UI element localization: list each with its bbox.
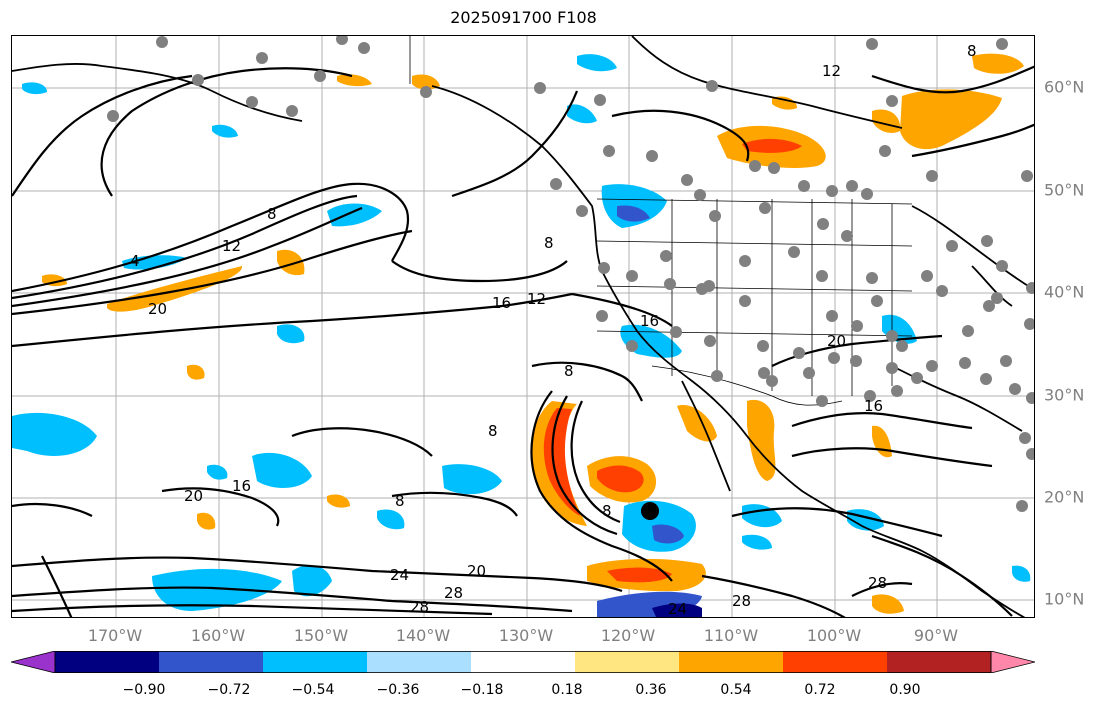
contour-label: 28 — [444, 584, 463, 602]
lon-label: 140°W — [395, 626, 451, 645]
colorbar-border — [54, 651, 992, 673]
contour-label: 8 — [488, 422, 498, 440]
colorbar-tick-label: 0.18 — [551, 682, 583, 698]
contour-label: 12 — [222, 237, 241, 255]
lon-label: 110°W — [703, 626, 759, 645]
lon-label: 160°W — [190, 626, 246, 645]
colorbar-segment — [679, 651, 783, 673]
contour-label: 28 — [732, 592, 751, 610]
contour-label: 16 — [232, 477, 251, 495]
contour-label: 12 — [822, 62, 841, 80]
lon-label: 170°W — [87, 626, 143, 645]
contour-label: 20 — [467, 562, 486, 580]
contour-label: 8 — [544, 234, 554, 252]
contour-labels: 8 12 4 20 16 12 8 8 8 8 16 8 20 24 28 28… — [130, 42, 977, 618]
contour-label: 20 — [827, 332, 846, 350]
contour-label: 16 — [492, 294, 511, 312]
colorbar-segments — [11, 651, 1035, 673]
contour-label: 28 — [410, 598, 429, 616]
contour-label: 16 — [640, 312, 659, 330]
colorbar-segment — [887, 651, 991, 673]
colorbar-extend-high — [990, 651, 1035, 673]
lat-label: 40°N — [1044, 282, 1085, 302]
storm-center-dot — [641, 502, 659, 520]
contour-label: 20 — [148, 300, 167, 318]
colorbar-tick-label: −0.18 — [460, 682, 504, 698]
contour-label: 4 — [130, 252, 140, 270]
lat-label: 50°N — [1044, 180, 1085, 200]
colorbar-tick-label: 0.36 — [635, 682, 667, 698]
station-dots — [107, 36, 1034, 512]
contour-label: 20 — [184, 487, 203, 505]
colorbar-tick-label: 0.72 — [804, 682, 836, 698]
colorbar-segment — [471, 651, 575, 673]
colorbar-segment — [263, 651, 367, 673]
contour-label: 16 — [864, 397, 883, 415]
contour-label: 8 — [602, 502, 612, 520]
contour-label: 8 — [564, 362, 574, 380]
contour-label: 28 — [868, 574, 887, 592]
colorbar-segment — [367, 651, 471, 673]
contour-label: 8 — [967, 42, 977, 60]
colorbar-tick-label: −0.72 — [207, 682, 251, 698]
map-title: 2025091700 F108 — [450, 8, 597, 27]
colorbar-tick-label: 0.90 — [889, 682, 921, 698]
colorbar — [11, 651, 1035, 673]
colorbar-tick-label: −0.90 — [122, 682, 166, 698]
colorbar-extend-low — [11, 651, 56, 673]
lat-label: 20°N — [1044, 487, 1085, 507]
colorbar-segment — [55, 651, 159, 673]
colorbar-segment — [783, 651, 887, 673]
lat-label: 10°N — [1044, 589, 1085, 609]
contour-label: 24 — [390, 566, 409, 584]
colorbar-tick-label: −0.54 — [291, 682, 335, 698]
lon-label: 150°W — [293, 626, 349, 645]
colorbar-segment — [575, 651, 679, 673]
contour-label: 24 — [668, 600, 687, 618]
coastlines — [12, 36, 1034, 617]
lat-label: 60°N — [1044, 77, 1085, 97]
map-panel: 8 12 4 20 16 12 8 8 8 8 16 8 20 24 28 28… — [11, 35, 1035, 618]
lon-label: 120°W — [600, 626, 656, 645]
map-canvas: 8 12 4 20 16 12 8 8 8 8 16 8 20 24 28 28… — [12, 36, 1034, 618]
contour-lines — [12, 65, 1034, 617]
colorbar-segment — [159, 651, 263, 673]
contour-label: 12 — [527, 290, 546, 308]
lon-label: 90°W — [913, 626, 959, 645]
lat-label: 30°N — [1044, 385, 1085, 405]
political-borders — [409, 36, 913, 406]
lon-label: 100°W — [806, 626, 862, 645]
lon-label: 130°W — [498, 626, 554, 645]
contour-label: 8 — [395, 492, 405, 510]
contour-label: 8 — [267, 205, 277, 223]
colorbar-tick-label: −0.36 — [376, 682, 420, 698]
colorbar-tick-label: 0.54 — [720, 682, 752, 698]
